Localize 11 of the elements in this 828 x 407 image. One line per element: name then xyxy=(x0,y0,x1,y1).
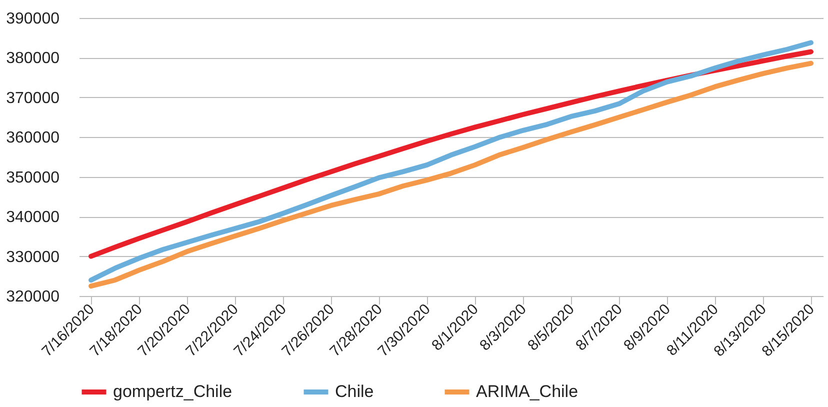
y-tick-label: 380000 xyxy=(6,50,60,68)
legend-label: Chile xyxy=(335,382,374,401)
y-tick-label: 330000 xyxy=(6,248,60,266)
y-tick-label: 350000 xyxy=(6,169,60,186)
y-tick-label: 320000 xyxy=(6,288,60,306)
legend-label: ARIMA_Chile xyxy=(476,382,578,401)
y-tick-label: 390000 xyxy=(6,10,60,28)
legend-label: gompertz_Chile xyxy=(113,382,232,401)
y-tick-label: 340000 xyxy=(6,209,60,226)
y-tick-label: 360000 xyxy=(6,130,60,147)
y-tick-label: 370000 xyxy=(6,90,60,107)
